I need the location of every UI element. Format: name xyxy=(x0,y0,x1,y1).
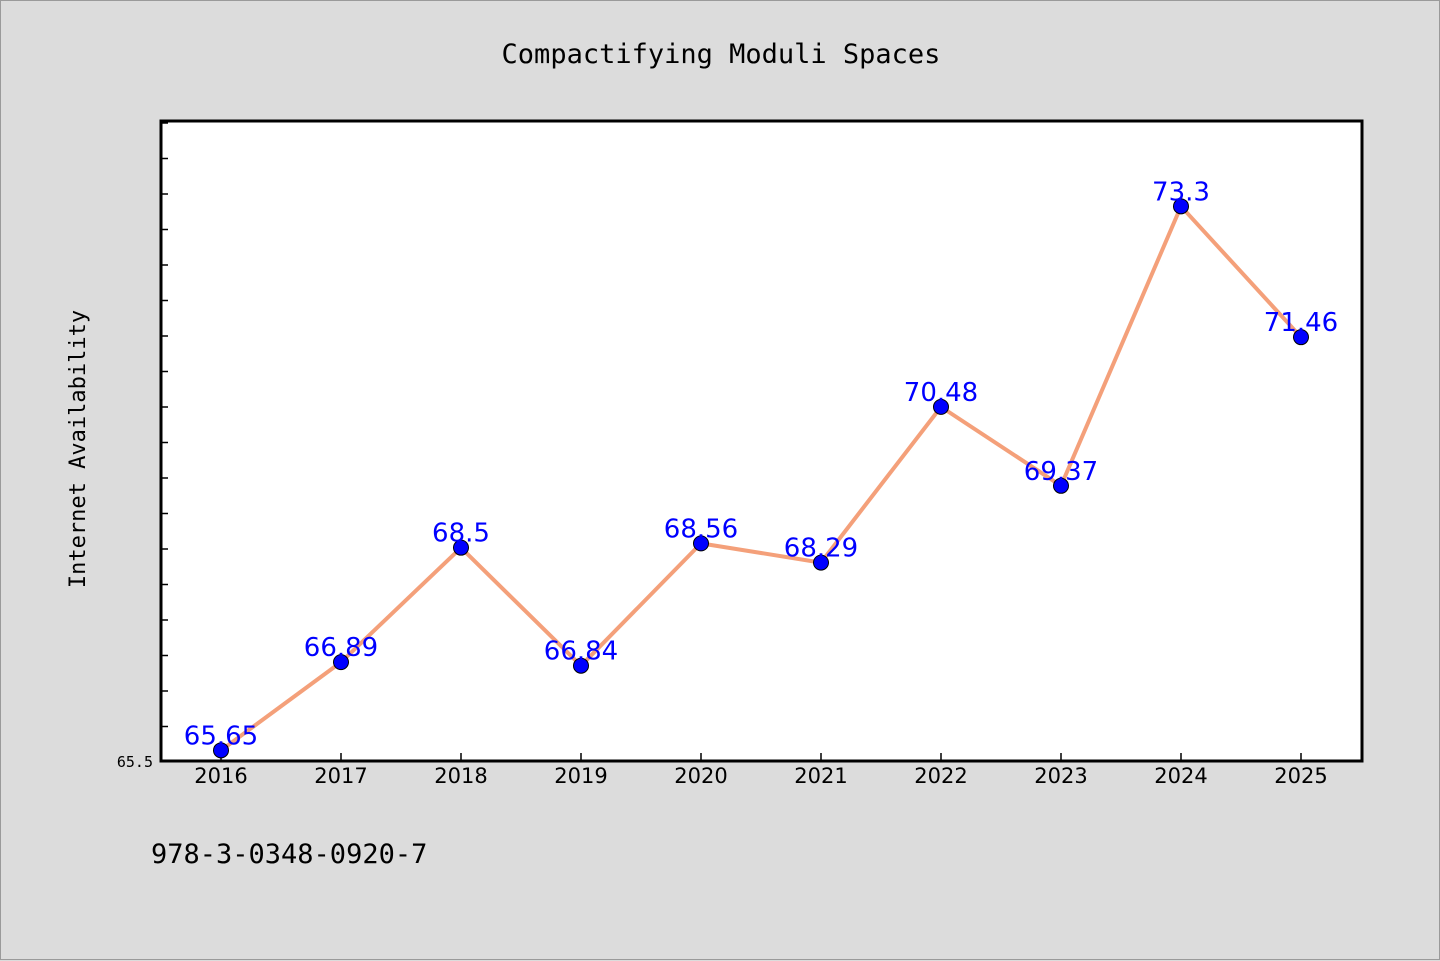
data-label: 70.48 xyxy=(904,378,978,408)
data-point xyxy=(933,398,949,415)
data-point xyxy=(1053,477,1069,494)
data-point xyxy=(213,742,229,759)
data-label: 68.56 xyxy=(664,514,738,544)
data-point xyxy=(813,554,829,571)
data-point xyxy=(573,657,589,674)
data-point xyxy=(693,535,709,552)
x-tick-label: 2025 xyxy=(1274,764,1327,788)
data-label: 68.29 xyxy=(784,534,858,564)
data-point xyxy=(1173,198,1189,215)
x-tick-label: 2023 xyxy=(1034,764,1087,788)
plot-area xyxy=(161,121,1362,761)
data-label: 65.65 xyxy=(184,721,258,751)
x-tick-label: 2020 xyxy=(674,764,727,788)
x-tick-label: 2017 xyxy=(314,764,367,788)
x-tick-label: 2021 xyxy=(794,764,847,788)
data-label: 71.46 xyxy=(1264,308,1338,338)
plot-frame xyxy=(159,119,1364,763)
y-tick-label: 65.5 xyxy=(117,753,153,771)
x-tick-label: 2024 xyxy=(1154,764,1207,788)
data-label: 73.3 xyxy=(1152,177,1210,207)
series-line xyxy=(219,204,1303,753)
data-label: 66.89 xyxy=(304,633,378,663)
data-point xyxy=(453,539,469,556)
x-axis-ticks: 2016 2017 2018 2019 2020 2021 2022 2023 2024 2025 xyxy=(194,753,1328,788)
y-axis-label: Internet Availability xyxy=(66,310,91,588)
footnote-isbn: 978-3-0348-0920-7 xyxy=(151,839,427,870)
chart-title: Compactifying Moduli Spaces xyxy=(502,39,941,70)
data-point xyxy=(1293,329,1309,346)
x-tick-label: 2016 xyxy=(194,764,247,788)
data-point xyxy=(333,654,349,671)
x-tick-label: 2022 xyxy=(914,764,967,788)
data-label: 68.5 xyxy=(432,519,490,549)
x-tick-label: 2019 xyxy=(554,764,607,788)
series-layer: 65.65 66.89 68.5 66.84 68.56 68.29 70.48 69.37 7… xyxy=(184,177,1338,759)
data-label: 66.84 xyxy=(544,637,618,667)
data-label: 69.37 xyxy=(1024,457,1098,487)
x-tick-label: 2018 xyxy=(434,764,487,788)
